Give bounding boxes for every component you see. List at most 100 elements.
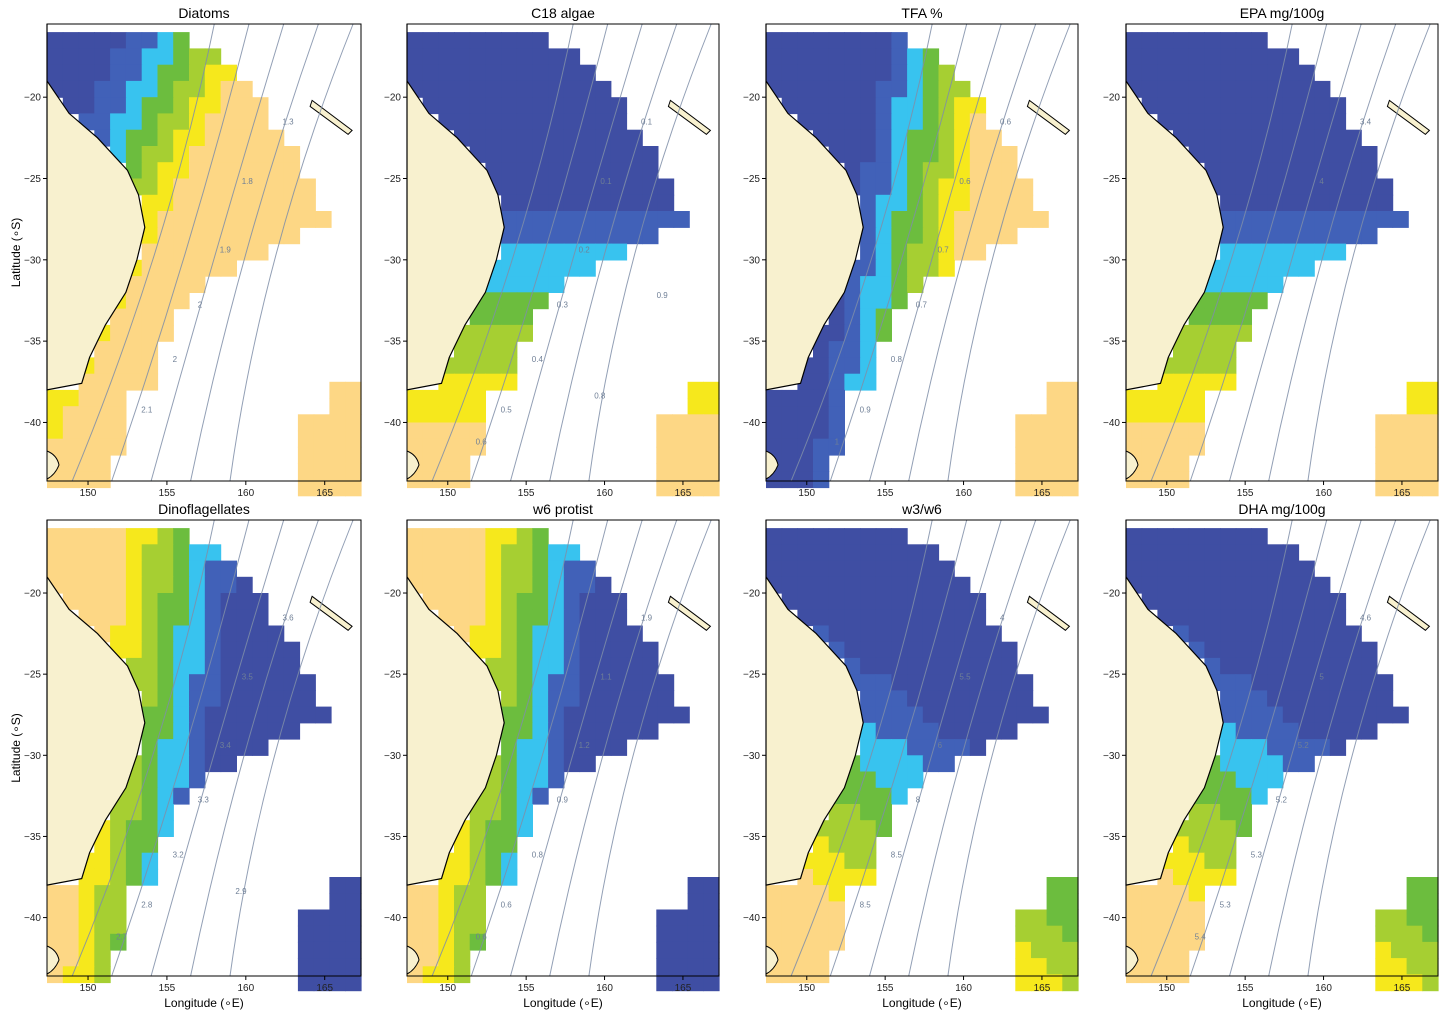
grid-cell (563, 162, 581, 180)
grid-cell (1235, 146, 1252, 163)
grid-cell (626, 625, 643, 643)
grid-cell (94, 438, 111, 456)
grid-cell (891, 194, 908, 212)
grid-cell (1329, 211, 1347, 228)
grid-cell (954, 227, 971, 245)
grid-cell (907, 755, 924, 773)
grid-cell (1267, 129, 1284, 147)
grid-cell (141, 324, 159, 342)
grid-cell (922, 609, 940, 627)
grid-cell (1173, 373, 1190, 391)
grid-cell (189, 243, 206, 261)
grid-cell (1282, 178, 1300, 196)
grid-cell (501, 292, 518, 310)
grid-cell (1031, 909, 1048, 927)
grid-cell (125, 341, 143, 358)
grid-cell (1251, 593, 1268, 610)
grid-cell (1220, 593, 1237, 610)
grid-cell (173, 739, 190, 756)
grid-cell (1062, 974, 1079, 992)
contour-line (790, 23, 933, 482)
grid-cell (299, 690, 316, 708)
grid-cell (813, 341, 830, 358)
grid-cell (422, 885, 439, 902)
grid-cell (438, 97, 455, 115)
grid-cell (110, 528, 127, 545)
grid-cell (1141, 422, 1158, 440)
grid-cell (844, 625, 861, 643)
grid-cell (1267, 690, 1284, 708)
grid-cell (125, 64, 143, 82)
grid-cell (1251, 625, 1268, 643)
grid-cell (454, 80, 471, 98)
grid-cell (828, 308, 845, 326)
grid-cell (47, 48, 64, 66)
contour-line (1150, 519, 1293, 977)
grid-cell (1329, 146, 1347, 163)
grid-cell (220, 259, 237, 277)
grid-cell (1031, 941, 1048, 959)
grid-cell (828, 576, 845, 594)
y-tick-label: −25 (743, 670, 760, 681)
grid-cell (1220, 544, 1237, 562)
grid-cell (860, 771, 877, 789)
grid-cell (220, 739, 237, 756)
grid-cell (94, 576, 111, 594)
grid-cell (1422, 958, 1439, 975)
grid-cell (454, 438, 471, 456)
grid-cell (844, 868, 861, 886)
grid-cell (1157, 438, 1174, 456)
grid-cell (125, 146, 143, 163)
grid-cell (1188, 625, 1205, 643)
grid-cell (1251, 129, 1268, 147)
grid-cell (189, 674, 206, 691)
panel-title: EPA mg/100g (1240, 5, 1325, 21)
grid-cell (1314, 690, 1331, 708)
grid-cell (1314, 674, 1331, 691)
grid-cell (501, 113, 518, 131)
grid-cell (501, 820, 518, 837)
grid-cell (157, 259, 174, 277)
grid-cell (922, 194, 940, 212)
x-tick-label: 150 (80, 488, 97, 499)
grid-cell (252, 706, 269, 724)
grid-cell (157, 32, 174, 49)
grid-cell (813, 64, 830, 82)
island (1125, 450, 1139, 480)
contour-label: 0.9 (657, 291, 669, 300)
grid-cell (548, 243, 565, 261)
grid-cell (501, 593, 518, 610)
grid-cell (813, 593, 830, 610)
grid-cell (1235, 259, 1252, 277)
grid-cell (329, 446, 346, 464)
grid-cell (1314, 593, 1331, 610)
grid-cell (62, 901, 80, 919)
grid-cell (844, 544, 861, 562)
grid-cell (891, 292, 908, 310)
grid-cell (595, 674, 612, 691)
grid-cell (563, 722, 581, 740)
grid-cell (1251, 674, 1268, 691)
grid-cell (781, 422, 798, 440)
grid-cell (173, 211, 190, 228)
contour-label: 0.8 (532, 850, 544, 859)
grid-cell (1361, 178, 1378, 196)
grid-cell (220, 243, 237, 261)
grid-cell (516, 625, 533, 643)
grid-cell (407, 48, 424, 66)
grid-cell (875, 146, 892, 163)
grid-cell (1062, 398, 1079, 415)
grid-cell (501, 276, 518, 293)
grid-cell (907, 593, 924, 610)
grid-cell (220, 227, 237, 245)
grid-cell (532, 178, 549, 196)
grid-cell (1220, 560, 1237, 578)
grid-cell (1251, 641, 1268, 659)
grid-cell (1406, 925, 1423, 943)
grid-cell (454, 852, 471, 870)
contour-label: 2.1 (141, 405, 153, 414)
grid-cell (1267, 194, 1284, 212)
grid-cell (563, 259, 581, 277)
grid-cell (1361, 227, 1378, 245)
grid-cell (1361, 690, 1378, 708)
